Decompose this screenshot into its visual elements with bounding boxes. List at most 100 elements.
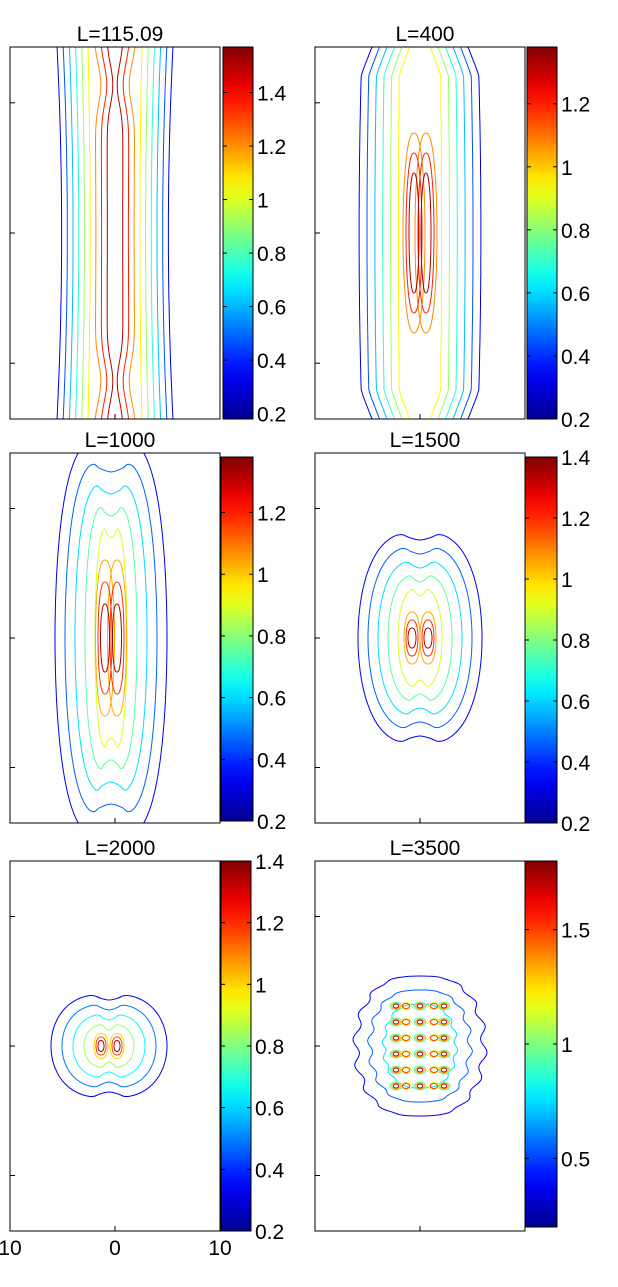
colorbar-tick-label: 0.8 [255, 1036, 284, 1059]
contour-level-4 [413, 1001, 427, 1011]
contour-level-8 [417, 152, 435, 314]
colorbar-tick-label: 1.4 [257, 82, 287, 105]
colorbar: 1.2 1 0.8 0.6 0.4 0.2 [220, 456, 287, 834]
contour-level-5 [437, 47, 450, 419]
contour-level-4 [413, 1033, 427, 1043]
contour-level-1 [358, 47, 373, 419]
colorbar-gradient [221, 861, 251, 1231]
contour-level-8 [440, 1035, 448, 1041]
colorbar-tick-label: 0.5 [561, 1148, 590, 1171]
plot-frame [314, 46, 526, 420]
contour-level-6 [391, 1082, 401, 1090]
contour-level-6 [439, 1034, 449, 1042]
colorbar-tick-label: 0.4 [561, 752, 591, 775]
colorbar-tick-label: 1.2 [561, 94, 590, 117]
contour-level-3 [74, 485, 148, 791]
contour-level-7 [421, 619, 435, 657]
contour-level-7 [414, 132, 438, 334]
contour-level-8 [416, 1067, 424, 1073]
contour-level-8 [416, 1051, 424, 1057]
contour-level-6 [415, 1018, 425, 1026]
colorbar: 1.4 1.2 1 0.8 0.6 0.4 0.2 [222, 46, 287, 427]
contour-lines [54, 453, 168, 823]
colorbar-tick-label: 1 [561, 1034, 573, 1057]
contour-level-6 [439, 1066, 449, 1074]
contour-level-2 [62, 47, 68, 419]
contour-level-4 [75, 47, 80, 419]
panel-4: L=1500 1.4 1.2 1 0.8 0.6 0.4 0.2 [314, 429, 591, 836]
colorbar: 1.2 1 0.8 0.6 0.4 0.2 [526, 46, 591, 432]
contour-level-7 [405, 619, 419, 657]
colorbar-gradient [525, 457, 557, 823]
colorbar-tick-label: 1 [257, 190, 269, 213]
contour-level-7 [94, 47, 102, 419]
colorbar: 1.4 1.2 1 0.8 0.6 0.4 0.2 [220, 851, 285, 1244]
contour-level-6 [403, 611, 421, 665]
colorbar-tick-label: 0.6 [257, 688, 286, 711]
contour-level-1 [467, 47, 482, 419]
colorbar-gradient [223, 47, 253, 419]
plot-frame [9, 46, 221, 420]
colorbar-tick-label: 1 [255, 974, 267, 997]
contour-level-6 [415, 1066, 425, 1074]
contour-level-6 [111, 1036, 123, 1056]
contour-level-6 [439, 1050, 449, 1058]
contour-level-7 [401, 1019, 411, 1025]
contour-level-8 [416, 1003, 424, 1009]
contour-level-5 [81, 47, 85, 419]
contour-level-7 [429, 1035, 439, 1041]
contour-level-4 [382, 47, 396, 419]
contour-level-6 [415, 1034, 425, 1042]
contour-level-8 [440, 1051, 448, 1057]
contour-level-8 [405, 152, 423, 314]
colorbar-tick-label: 0.8 [561, 220, 590, 243]
colorbar-gradient [527, 47, 557, 419]
contour-level-9 [116, 47, 124, 419]
contour-level-1 [56, 47, 63, 419]
colorbar: 1.4 1.2 1 0.8 0.6 0.4 0.2 [524, 447, 591, 836]
contour-level-1 [352, 975, 488, 1117]
contour-lines [56, 47, 174, 419]
colorbar-tick-label: 0.6 [255, 1098, 284, 1121]
colorbar-tick-label: 1 [561, 157, 573, 180]
contour-level-3 [381, 1003, 459, 1089]
contour-level-5 [390, 47, 403, 419]
colorbar: 1.5 1 0.5 [524, 860, 590, 1228]
contour-level-6 [139, 47, 143, 419]
colorbar-tick-label: 1.2 [257, 136, 286, 159]
contour-level-3 [156, 47, 162, 419]
contour-level-4 [413, 1065, 427, 1075]
panel-title: L=1000 [85, 429, 156, 452]
contour-level-6 [87, 47, 91, 419]
panel-title: L=2000 [85, 837, 156, 860]
contour-lines [50, 994, 168, 1098]
contour-level-3 [452, 47, 466, 419]
contour-level-6 [391, 1066, 401, 1074]
contour-level-6 [391, 1034, 401, 1042]
contour-level-3 [377, 561, 463, 715]
colorbar-gradient [221, 457, 253, 821]
colorbar-frame [220, 456, 254, 822]
contour-level-7 [429, 1083, 439, 1089]
contour-level-9 [106, 47, 114, 419]
contour-level-8 [440, 1003, 448, 1009]
colorbar-tick-label: 1.2 [561, 508, 590, 531]
colorbar-tick-label: 1 [561, 569, 573, 592]
contour-level-8 [392, 1035, 400, 1041]
contour-lines [358, 47, 482, 419]
contour-level-8 [440, 1083, 448, 1089]
colorbar-tick-label: 0.2 [257, 811, 286, 834]
panel-title: L=1500 [390, 429, 461, 452]
contour-level-4 [387, 575, 453, 701]
contour-lines [357, 534, 483, 742]
contour-level-7 [401, 1067, 411, 1073]
x-tick-label: 0 [109, 1237, 121, 1260]
panel-title: L=3500 [390, 837, 461, 860]
contour-level-8 [407, 627, 417, 649]
contour-level-4 [84, 506, 138, 770]
colorbar-frame [526, 46, 558, 420]
contour-level-7 [401, 1035, 411, 1041]
colorbar-gradient [525, 861, 557, 1227]
panel-1: L=115.09 1.4 1.2 1 0.8 0.6 0.4 0.2 [9, 23, 287, 427]
